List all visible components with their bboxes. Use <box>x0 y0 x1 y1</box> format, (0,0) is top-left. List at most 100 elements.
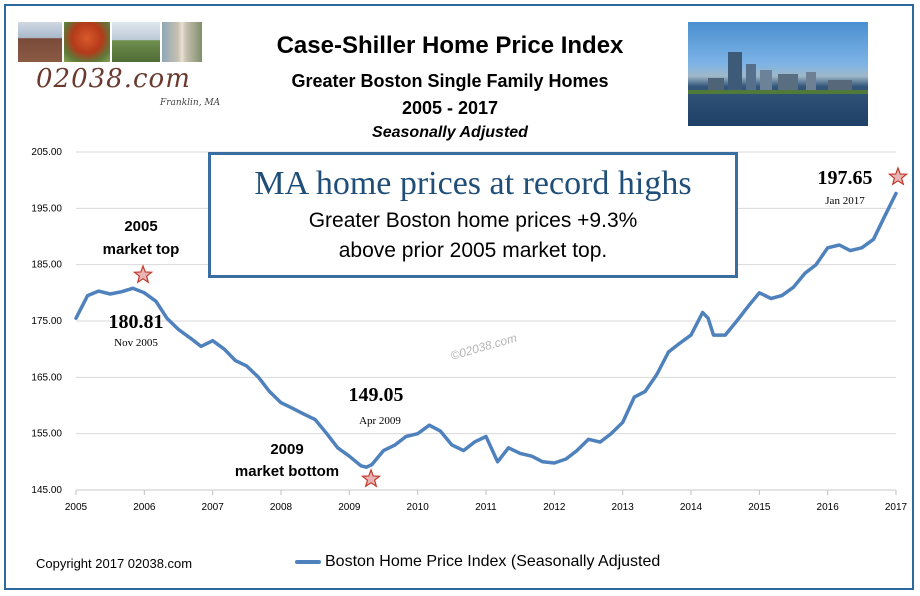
data-point <box>75 317 77 319</box>
data-point <box>97 290 100 292</box>
autumn-tree-photo <box>64 22 110 62</box>
callout-line-2: above prior 2005 market top. <box>338 239 608 262</box>
data-point <box>815 264 817 266</box>
y-tick-label: 185.00 <box>31 260 62 271</box>
bottom-value-label: 149.05 <box>349 384 404 406</box>
data-point <box>348 455 350 457</box>
house-photo-1 <box>18 22 62 62</box>
data-point <box>132 287 134 289</box>
data-point <box>758 292 760 294</box>
chart-title: Case-Shiller Home Price Index <box>276 32 624 59</box>
data-point <box>895 192 897 195</box>
legend: Boston Home Price Index (Seasonally Adju… <box>295 553 660 571</box>
data-point <box>633 396 635 398</box>
y-axis-ticks: 145.00 155.00 165.00 175.00 185.00 195.00 205.… <box>31 147 62 496</box>
bottom-label-year: 2009 <box>270 441 303 458</box>
data-point <box>246 365 248 367</box>
x-tick-label: 2011 <box>475 502 497 513</box>
data-point <box>849 249 851 252</box>
data-point <box>280 402 282 404</box>
legend-label: Boston Home Price Index (Seasonally Adju… <box>325 553 661 570</box>
x-tick-label: 2013 <box>612 502 635 513</box>
x-axis-ticks: 2005 2006 2007 2008 2009 2010 2011 2012 2013 2014… <box>65 490 908 513</box>
data-point <box>770 297 772 300</box>
data-point <box>200 345 202 347</box>
x-tick-label: 2014 <box>680 502 703 513</box>
data-point <box>678 342 680 345</box>
y-tick-label: 205.00 <box>31 147 62 158</box>
data-point <box>747 306 749 308</box>
data-point <box>599 441 601 443</box>
park-photo <box>112 22 160 62</box>
data-point <box>838 244 840 246</box>
data-point <box>223 348 225 350</box>
x-tick-label: 2010 <box>407 502 430 513</box>
data-point <box>707 317 709 319</box>
data-point <box>337 447 339 449</box>
data-point <box>804 272 806 274</box>
data-point <box>428 424 430 426</box>
bottom-label-text: market bottom <box>235 463 339 480</box>
data-point <box>365 466 368 468</box>
data-point <box>485 435 487 438</box>
bottom-date-label: Apr 2009 <box>359 415 401 427</box>
data-point <box>587 438 590 440</box>
data-point <box>212 340 214 342</box>
x-tick-label: 2005 <box>65 502 88 513</box>
data-point <box>872 238 875 240</box>
y-tick-label: 145.00 <box>31 485 62 496</box>
data-point <box>667 351 670 353</box>
callout-headline: MA home prices at record highs <box>254 165 692 202</box>
data-point <box>405 435 407 438</box>
data-point <box>451 444 453 446</box>
star-icon-latest <box>887 166 909 186</box>
data-point <box>166 317 168 319</box>
data-point <box>326 433 328 435</box>
data-point <box>553 462 555 464</box>
data-point <box>724 334 726 336</box>
data-point <box>121 291 123 293</box>
brand-logo: 02038.com <box>36 64 191 94</box>
top-date-label: Nov 2005 <box>114 337 158 349</box>
data-point <box>371 464 373 466</box>
data-point <box>143 292 145 294</box>
data-point <box>302 413 305 415</box>
y-tick-label: 165.00 <box>31 372 62 383</box>
data-point <box>576 449 578 452</box>
y-tick-label: 155.00 <box>31 429 62 440</box>
latest-date-label: Jan 2017 <box>825 195 865 207</box>
top-label-text: market top <box>103 241 180 258</box>
x-tick-label: 2006 <box>133 502 156 513</box>
data-point <box>610 433 612 435</box>
x-tick-label: 2008 <box>270 502 293 513</box>
skyline-icon <box>688 52 868 94</box>
top-label-year: 2005 <box>124 218 157 235</box>
data-point <box>177 328 180 331</box>
data-point <box>542 461 544 463</box>
legend-swatch <box>295 560 321 564</box>
data-point <box>712 334 715 336</box>
data-point <box>360 465 362 467</box>
x-tick-label: 2015 <box>748 502 771 513</box>
data-point <box>382 449 385 452</box>
data-point <box>622 421 624 423</box>
data-point <box>268 390 270 393</box>
data-point <box>439 430 441 432</box>
data-point <box>507 447 510 449</box>
star-icon-bottom <box>360 468 382 488</box>
chart-years: 2005 - 2017 <box>401 98 499 118</box>
latest-value-label: 197.65 <box>818 167 873 189</box>
data-point <box>314 418 316 421</box>
y-tick-label: 195.00 <box>31 203 62 214</box>
data-point <box>292 407 294 409</box>
callout-box: MA home prices at record highs Greater B… <box>208 152 738 278</box>
data-point <box>155 300 157 302</box>
chart-adjustment-note: Seasonally Adjusted <box>372 124 528 141</box>
data-point <box>827 247 829 249</box>
x-tick-label: 2016 <box>817 502 840 513</box>
watermark: ©02038.com <box>449 331 518 363</box>
callout-line-1: Greater Boston home prices +9.3% <box>308 209 638 232</box>
boston-skyline-photo <box>688 22 868 126</box>
data-point <box>781 295 783 297</box>
